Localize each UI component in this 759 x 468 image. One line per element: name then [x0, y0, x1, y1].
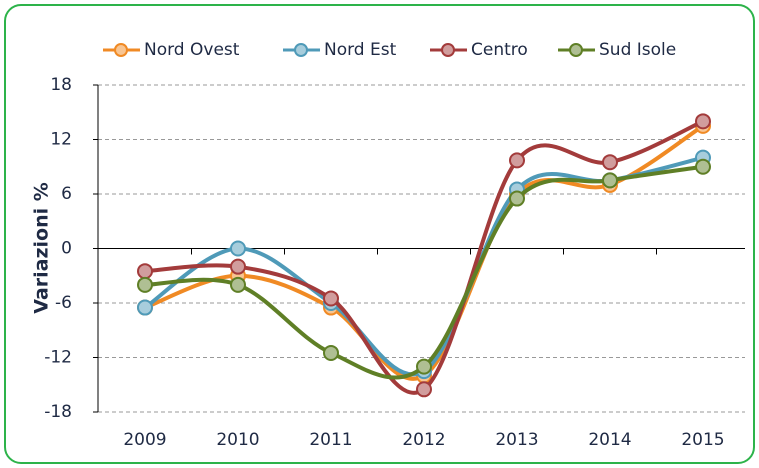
- data-point: [509, 190, 525, 207]
- x-tick-label: 2009: [123, 430, 166, 450]
- y-tick-label: -18: [44, 402, 72, 422]
- data-point: [137, 263, 153, 280]
- x-tick-label: 2015: [681, 430, 724, 450]
- y-tick-label: 0: [61, 239, 72, 259]
- data-point: [416, 381, 432, 398]
- x-tick-label: 2012: [402, 430, 445, 450]
- legend-label: Sud Isole: [599, 40, 676, 60]
- y-axis-label: Variazioni %: [31, 182, 53, 314]
- legend-marker: [441, 43, 455, 57]
- chart-border: [4, 4, 755, 464]
- x-tick-label: 2010: [216, 430, 259, 450]
- data-point: [323, 344, 339, 361]
- y-tick-label: 18: [50, 75, 72, 95]
- data-point: [137, 299, 153, 316]
- x-tick-label: 2014: [588, 430, 631, 450]
- legend-label: Nord Ovest: [144, 40, 240, 60]
- legend-marker: [114, 43, 128, 57]
- data-point: [230, 276, 246, 293]
- data-point: [602, 154, 618, 171]
- y-tick-label: 6: [61, 184, 72, 204]
- x-tick-label: 2013: [495, 430, 538, 450]
- y-tick-label: 12: [50, 130, 72, 150]
- data-point: [416, 358, 432, 375]
- legend-label: Nord Est: [324, 40, 397, 60]
- data-point: [695, 158, 711, 175]
- data-point: [230, 240, 246, 257]
- data-point: [230, 258, 246, 275]
- data-point: [509, 152, 525, 169]
- legend-marker: [569, 43, 583, 57]
- data-point: [137, 276, 153, 293]
- legend-marker: [294, 43, 308, 57]
- data-point: [695, 113, 711, 130]
- data-point: [602, 172, 618, 189]
- y-tick-label: -6: [55, 293, 72, 313]
- x-tick-label: 2011: [309, 430, 352, 450]
- data-point: [323, 290, 339, 307]
- legend-label: Centro: [471, 40, 528, 60]
- y-tick-label: -12: [44, 348, 72, 368]
